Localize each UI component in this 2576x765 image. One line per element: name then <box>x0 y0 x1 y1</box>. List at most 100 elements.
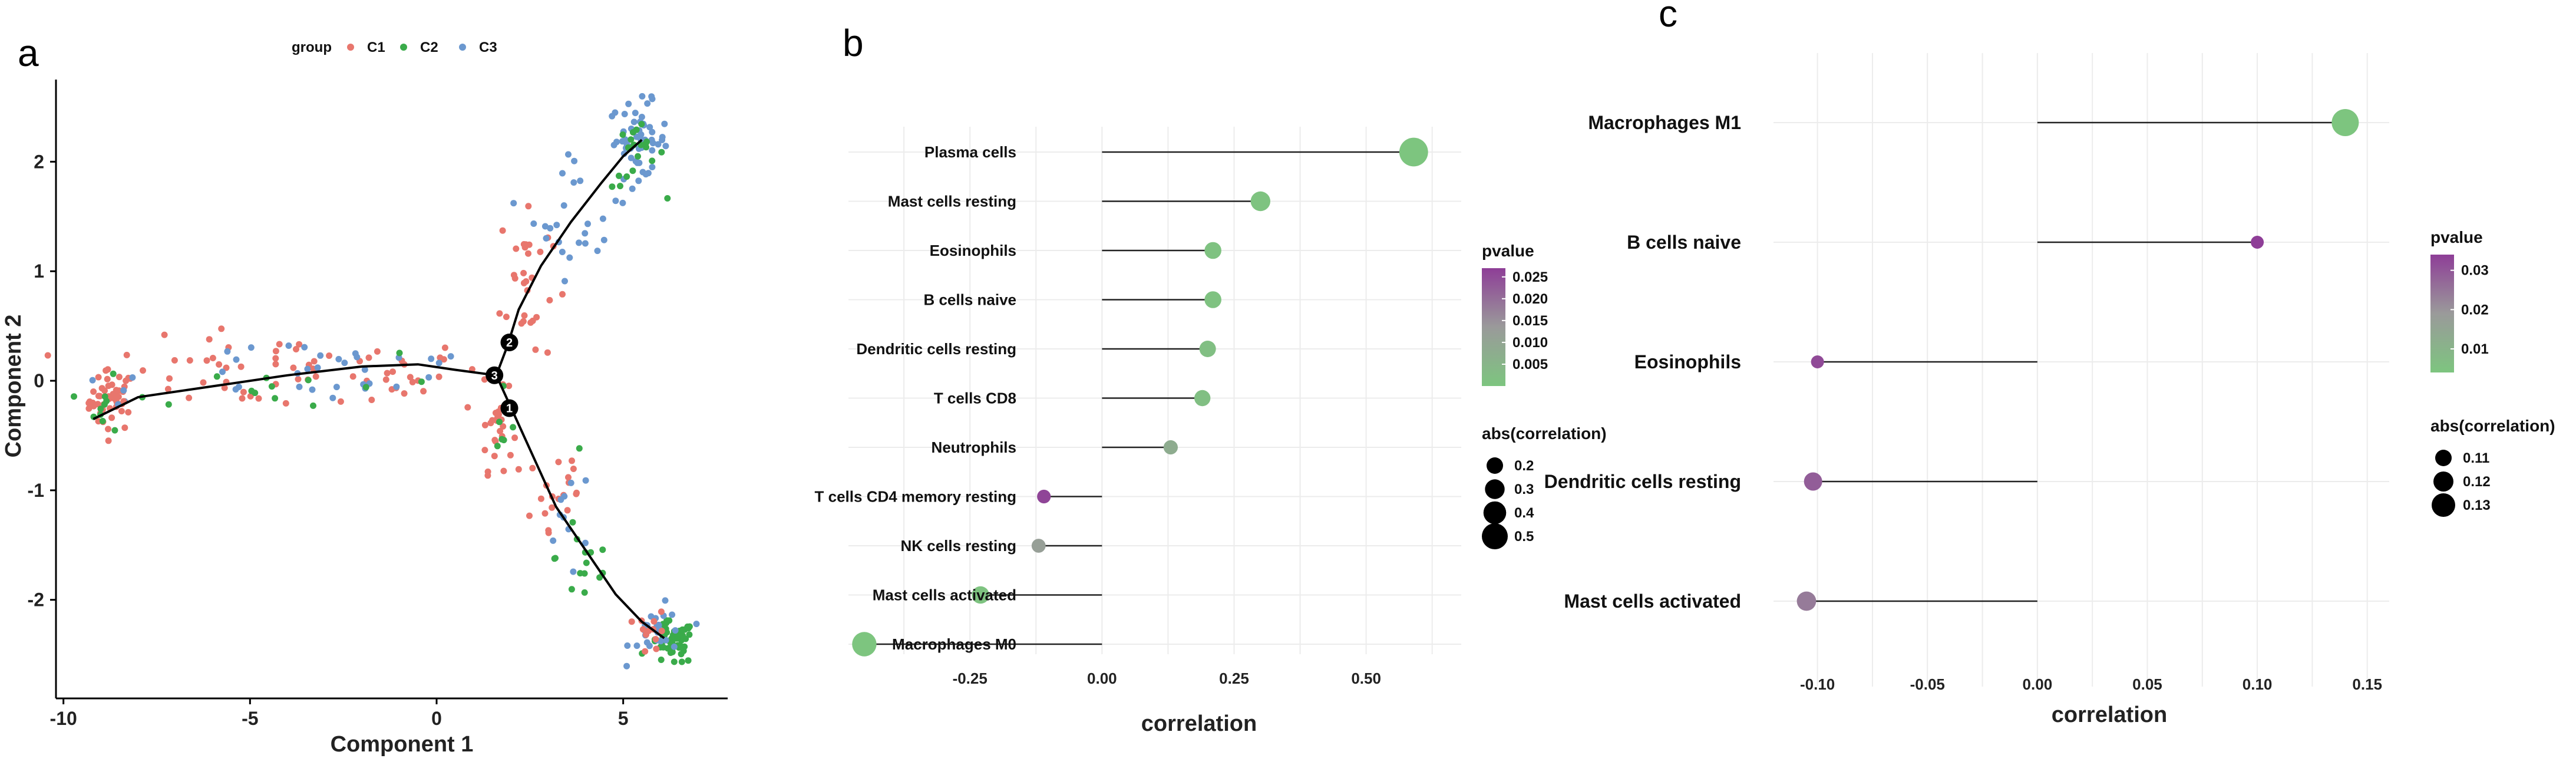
a-trajectory-lower-branch <box>495 374 665 639</box>
a-point-c3 <box>541 223 549 230</box>
a-point-c1 <box>239 395 246 402</box>
a-point-c1 <box>537 495 544 502</box>
a-legend-label-c3: C3 <box>479 39 497 55</box>
a-point-c2 <box>658 149 665 156</box>
b-x-tick-label: 0.25 <box>1219 670 1249 687</box>
a-point-c1 <box>237 363 245 370</box>
a-point-c3 <box>582 539 589 546</box>
c-legend-size-label: 0.11 <box>2463 450 2489 466</box>
a-point-c3 <box>129 374 136 381</box>
a-point-c3 <box>333 384 340 391</box>
a-point-c1 <box>311 358 318 365</box>
a-point-c1 <box>529 464 536 471</box>
a-point-c1 <box>532 346 539 353</box>
a-point-c1 <box>487 420 494 427</box>
a-point-c3 <box>219 368 226 375</box>
c-x-tick-label: 0.10 <box>2243 675 2273 693</box>
c-legend-pvalue-label: 0.01 <box>2461 341 2489 357</box>
a-point-c1 <box>407 374 414 381</box>
a-point-c3 <box>224 348 231 355</box>
a-y-tick-label: 2 <box>34 151 44 172</box>
a-point-c3 <box>600 236 607 243</box>
a-point-c3 <box>643 639 650 646</box>
b-legends: pvalue 0.025 0.020 0.015 0.010 0.005 abs(corre… <box>1482 242 1607 549</box>
a-point-c1 <box>203 357 210 364</box>
a-point-c1 <box>166 375 173 382</box>
b-axes: Plasma cells Mast cells resting Eosinophil… <box>815 143 1381 687</box>
b-point <box>1199 341 1216 357</box>
b-legend-pvalue-label: 0.010 <box>1512 335 1548 351</box>
a-legend-label-c1: C1 <box>367 39 385 55</box>
a-point-c1 <box>520 269 527 276</box>
a-point-c1 <box>337 398 344 405</box>
a-point-c2 <box>685 625 692 632</box>
b-point <box>1399 137 1428 167</box>
a-point-c1 <box>276 341 283 348</box>
a-point-c2 <box>679 632 686 639</box>
a-point-c2 <box>616 172 622 179</box>
a-point-c3 <box>582 240 589 247</box>
a-point-c1 <box>326 352 333 359</box>
a-point-c1 <box>95 374 102 381</box>
c-point <box>1811 355 1824 368</box>
a-point-c3 <box>584 220 591 227</box>
a-point-c2 <box>165 401 172 408</box>
a-point-c2 <box>635 153 641 160</box>
a-point-c3 <box>648 613 655 620</box>
b-lollipops <box>852 137 1428 657</box>
a-point-c3 <box>646 124 653 131</box>
c-x-axis-title: correlation <box>2052 703 2167 727</box>
b-category-label: Neutrophils <box>932 438 1016 456</box>
b-x-axis-title: correlation <box>1141 711 1257 736</box>
a-point-c2 <box>629 167 636 174</box>
a-point-c1 <box>296 341 303 348</box>
a-point-c2 <box>681 643 688 650</box>
a-point-c3 <box>317 352 324 359</box>
a-point-c1 <box>525 250 531 257</box>
a-point-c2 <box>551 555 558 562</box>
a-point-c3 <box>571 157 578 164</box>
a-point-c1 <box>500 467 507 474</box>
a-point-c3 <box>352 350 359 357</box>
a-point-c2 <box>679 626 686 633</box>
a-point-c1 <box>529 317 536 324</box>
a-point-c1 <box>658 608 665 615</box>
a-branch-node-label-3: 3 <box>491 370 498 382</box>
a-point-c3 <box>447 353 454 360</box>
a-point-c3 <box>625 100 632 107</box>
b-point <box>1163 440 1178 455</box>
b-legend-pvalue-label: 0.020 <box>1512 291 1548 307</box>
b-x-tick-label: 0.50 <box>1351 670 1381 687</box>
a-point-c3 <box>314 364 321 371</box>
b-point <box>1250 191 1271 212</box>
a-point-c3 <box>335 355 342 362</box>
a-point-c1 <box>44 352 51 359</box>
c-x-tick-label: -0.05 <box>1910 675 1945 693</box>
a-point-c1 <box>272 361 279 368</box>
a-point-c2 <box>628 136 635 143</box>
c-x-tick-label: 0.05 <box>2132 675 2162 693</box>
a-point-c1 <box>520 318 527 325</box>
a-point-c3 <box>553 222 560 229</box>
a-point-c3 <box>89 377 96 384</box>
a-point-c1 <box>272 355 279 362</box>
a-point-c2 <box>609 183 616 190</box>
a-point-c3 <box>530 220 537 227</box>
a-point-c1 <box>653 645 660 652</box>
a-point-c1 <box>437 354 444 361</box>
a-point-c3 <box>649 95 656 103</box>
a-legend-title: group <box>292 39 332 55</box>
a-legend-swatch-c1 <box>347 44 354 51</box>
a-point-c3 <box>285 342 292 349</box>
a-point-c1 <box>420 388 427 395</box>
a-point-c3 <box>559 170 566 177</box>
a-point-c1 <box>464 404 471 411</box>
a-branch-node-3 <box>486 366 504 384</box>
a-point-c1 <box>503 314 510 321</box>
b-category-label: T cells CD8 <box>934 390 1016 407</box>
a-point-c1 <box>537 248 544 255</box>
a-point-c1 <box>639 626 646 633</box>
a-branch-node-label-2: 2 <box>506 337 513 349</box>
a-point-c1 <box>104 375 111 382</box>
a-point-c3 <box>662 597 669 604</box>
